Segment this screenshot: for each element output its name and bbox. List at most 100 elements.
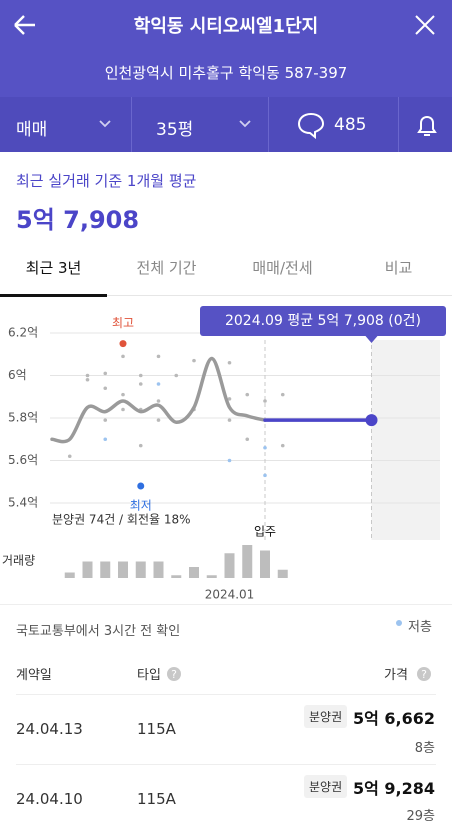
volume-bar bbox=[153, 561, 164, 578]
low-dot bbox=[137, 482, 145, 490]
deal-dot bbox=[85, 377, 90, 382]
deal-dot bbox=[227, 418, 232, 422]
tab[interactable]: 비교 bbox=[384, 259, 413, 277]
summary-label: 최근 실거래 기준 1개월 평균 bbox=[16, 172, 197, 190]
comment-count: 485 bbox=[334, 115, 367, 135]
badge: 분양권 bbox=[304, 705, 348, 728]
floor: 29층 bbox=[406, 809, 435, 822]
price: 5억 6,662 bbox=[352, 709, 435, 728]
unit-type: 115A bbox=[137, 720, 176, 738]
future-shade bbox=[371, 340, 440, 540]
deal-dot bbox=[103, 371, 108, 376]
price-line bbox=[50, 356, 267, 444]
source: 국토교통부에서 3시간 전 확인 bbox=[16, 624, 181, 639]
volume-bar bbox=[82, 561, 93, 578]
address: 인천광역시 미추홀구 학익동 587-397 bbox=[104, 64, 348, 82]
svg-text:?: ? bbox=[421, 668, 427, 681]
y-tick-label: 5.4억 bbox=[8, 496, 38, 510]
separator bbox=[0, 604, 452, 605]
deal-dot bbox=[121, 354, 125, 359]
deal-dot bbox=[138, 382, 143, 386]
volume-bar bbox=[64, 572, 75, 578]
low-label: 최저 bbox=[130, 499, 152, 513]
close-button[interactable] bbox=[414, 14, 436, 36]
move-in-label: 입주 bbox=[254, 525, 276, 539]
deal-dot bbox=[280, 443, 285, 448]
low-floor-dot bbox=[103, 437, 108, 442]
column-header: 타입 bbox=[137, 668, 161, 683]
deal-dot bbox=[227, 360, 232, 365]
tab-indicator bbox=[0, 294, 107, 297]
divider bbox=[268, 97, 269, 152]
deal-dot bbox=[156, 418, 161, 422]
y-tick-label: 6억 bbox=[8, 368, 27, 382]
low-floor-dot bbox=[263, 473, 267, 478]
y-tick-label: 5.8억 bbox=[8, 411, 38, 425]
divider bbox=[398, 97, 399, 152]
title: 학익동 시티오씨엘1단지 bbox=[133, 16, 319, 37]
contract-date: 24.04.13 bbox=[16, 720, 83, 738]
comment-icon[interactable] bbox=[296, 111, 326, 139]
divider bbox=[131, 97, 132, 152]
volume-bar bbox=[189, 567, 199, 578]
column-header: 계약일 bbox=[16, 668, 52, 683]
tab[interactable]: 전체 기간 bbox=[136, 259, 197, 277]
chevron bbox=[239, 120, 251, 128]
deal-type[interactable]: 매매 bbox=[16, 120, 48, 140]
deal-dot bbox=[103, 418, 108, 422]
deal-dot bbox=[67, 454, 72, 459]
legend-dot bbox=[396, 620, 402, 626]
size[interactable]: 35평 bbox=[156, 120, 194, 140]
back-button[interactable] bbox=[12, 12, 38, 38]
badge: 분양권 bbox=[304, 775, 348, 798]
high-dot bbox=[119, 340, 127, 348]
price: 5억 9,284 bbox=[352, 779, 435, 798]
y-tick-label: 5.6억 bbox=[8, 453, 38, 467]
summary-price: 5억 7,908 bbox=[16, 206, 140, 234]
deal-dot bbox=[85, 373, 90, 378]
tab-border bbox=[0, 295, 452, 296]
help-icon[interactable]: ? bbox=[166, 666, 182, 682]
deal-dot bbox=[245, 437, 250, 442]
volume-bar bbox=[100, 561, 111, 578]
bell-icon[interactable] bbox=[414, 112, 440, 140]
deal-dot bbox=[156, 354, 161, 359]
unit-type: 115A bbox=[137, 790, 176, 808]
deal-dot bbox=[121, 407, 125, 412]
deal-dot bbox=[263, 399, 267, 403]
tab[interactable]: 최근 3년 bbox=[25, 259, 82, 277]
volume-bar bbox=[135, 561, 146, 578]
deal-dot bbox=[156, 399, 161, 403]
contract-date: 24.04.10 bbox=[16, 790, 83, 808]
legend-label: 저층 bbox=[408, 620, 432, 635]
tooltip-pointer bbox=[365, 336, 378, 343]
column-header: 가격 bbox=[384, 668, 408, 683]
volume-bar bbox=[118, 561, 128, 578]
filter-bar bbox=[0, 97, 452, 152]
x-tick-label: 2024.01 bbox=[205, 588, 255, 602]
volume-bar bbox=[206, 575, 217, 578]
tooltip-box bbox=[200, 306, 446, 336]
deal-dot bbox=[121, 392, 125, 397]
deal-dot bbox=[174, 373, 179, 378]
tab[interactable]: 매매/전세 bbox=[252, 259, 313, 277]
deal-dot bbox=[103, 386, 108, 391]
header bbox=[0, 0, 452, 97]
volume-bar bbox=[171, 575, 182, 578]
deal-dot bbox=[138, 443, 143, 448]
floor: 8층 bbox=[414, 741, 435, 756]
deal-dot bbox=[138, 373, 143, 378]
deal-dot bbox=[245, 392, 250, 397]
deal-dot bbox=[280, 392, 285, 397]
low-floor-dot bbox=[156, 382, 161, 386]
deal-dot bbox=[227, 397, 232, 401]
current-dot bbox=[365, 414, 378, 427]
row-border bbox=[16, 694, 436, 695]
volume-bar bbox=[224, 553, 235, 578]
row-border bbox=[16, 764, 436, 765]
low-floor-dot bbox=[227, 458, 232, 463]
chevron bbox=[99, 120, 111, 128]
help-icon[interactable]: ? bbox=[416, 666, 432, 682]
